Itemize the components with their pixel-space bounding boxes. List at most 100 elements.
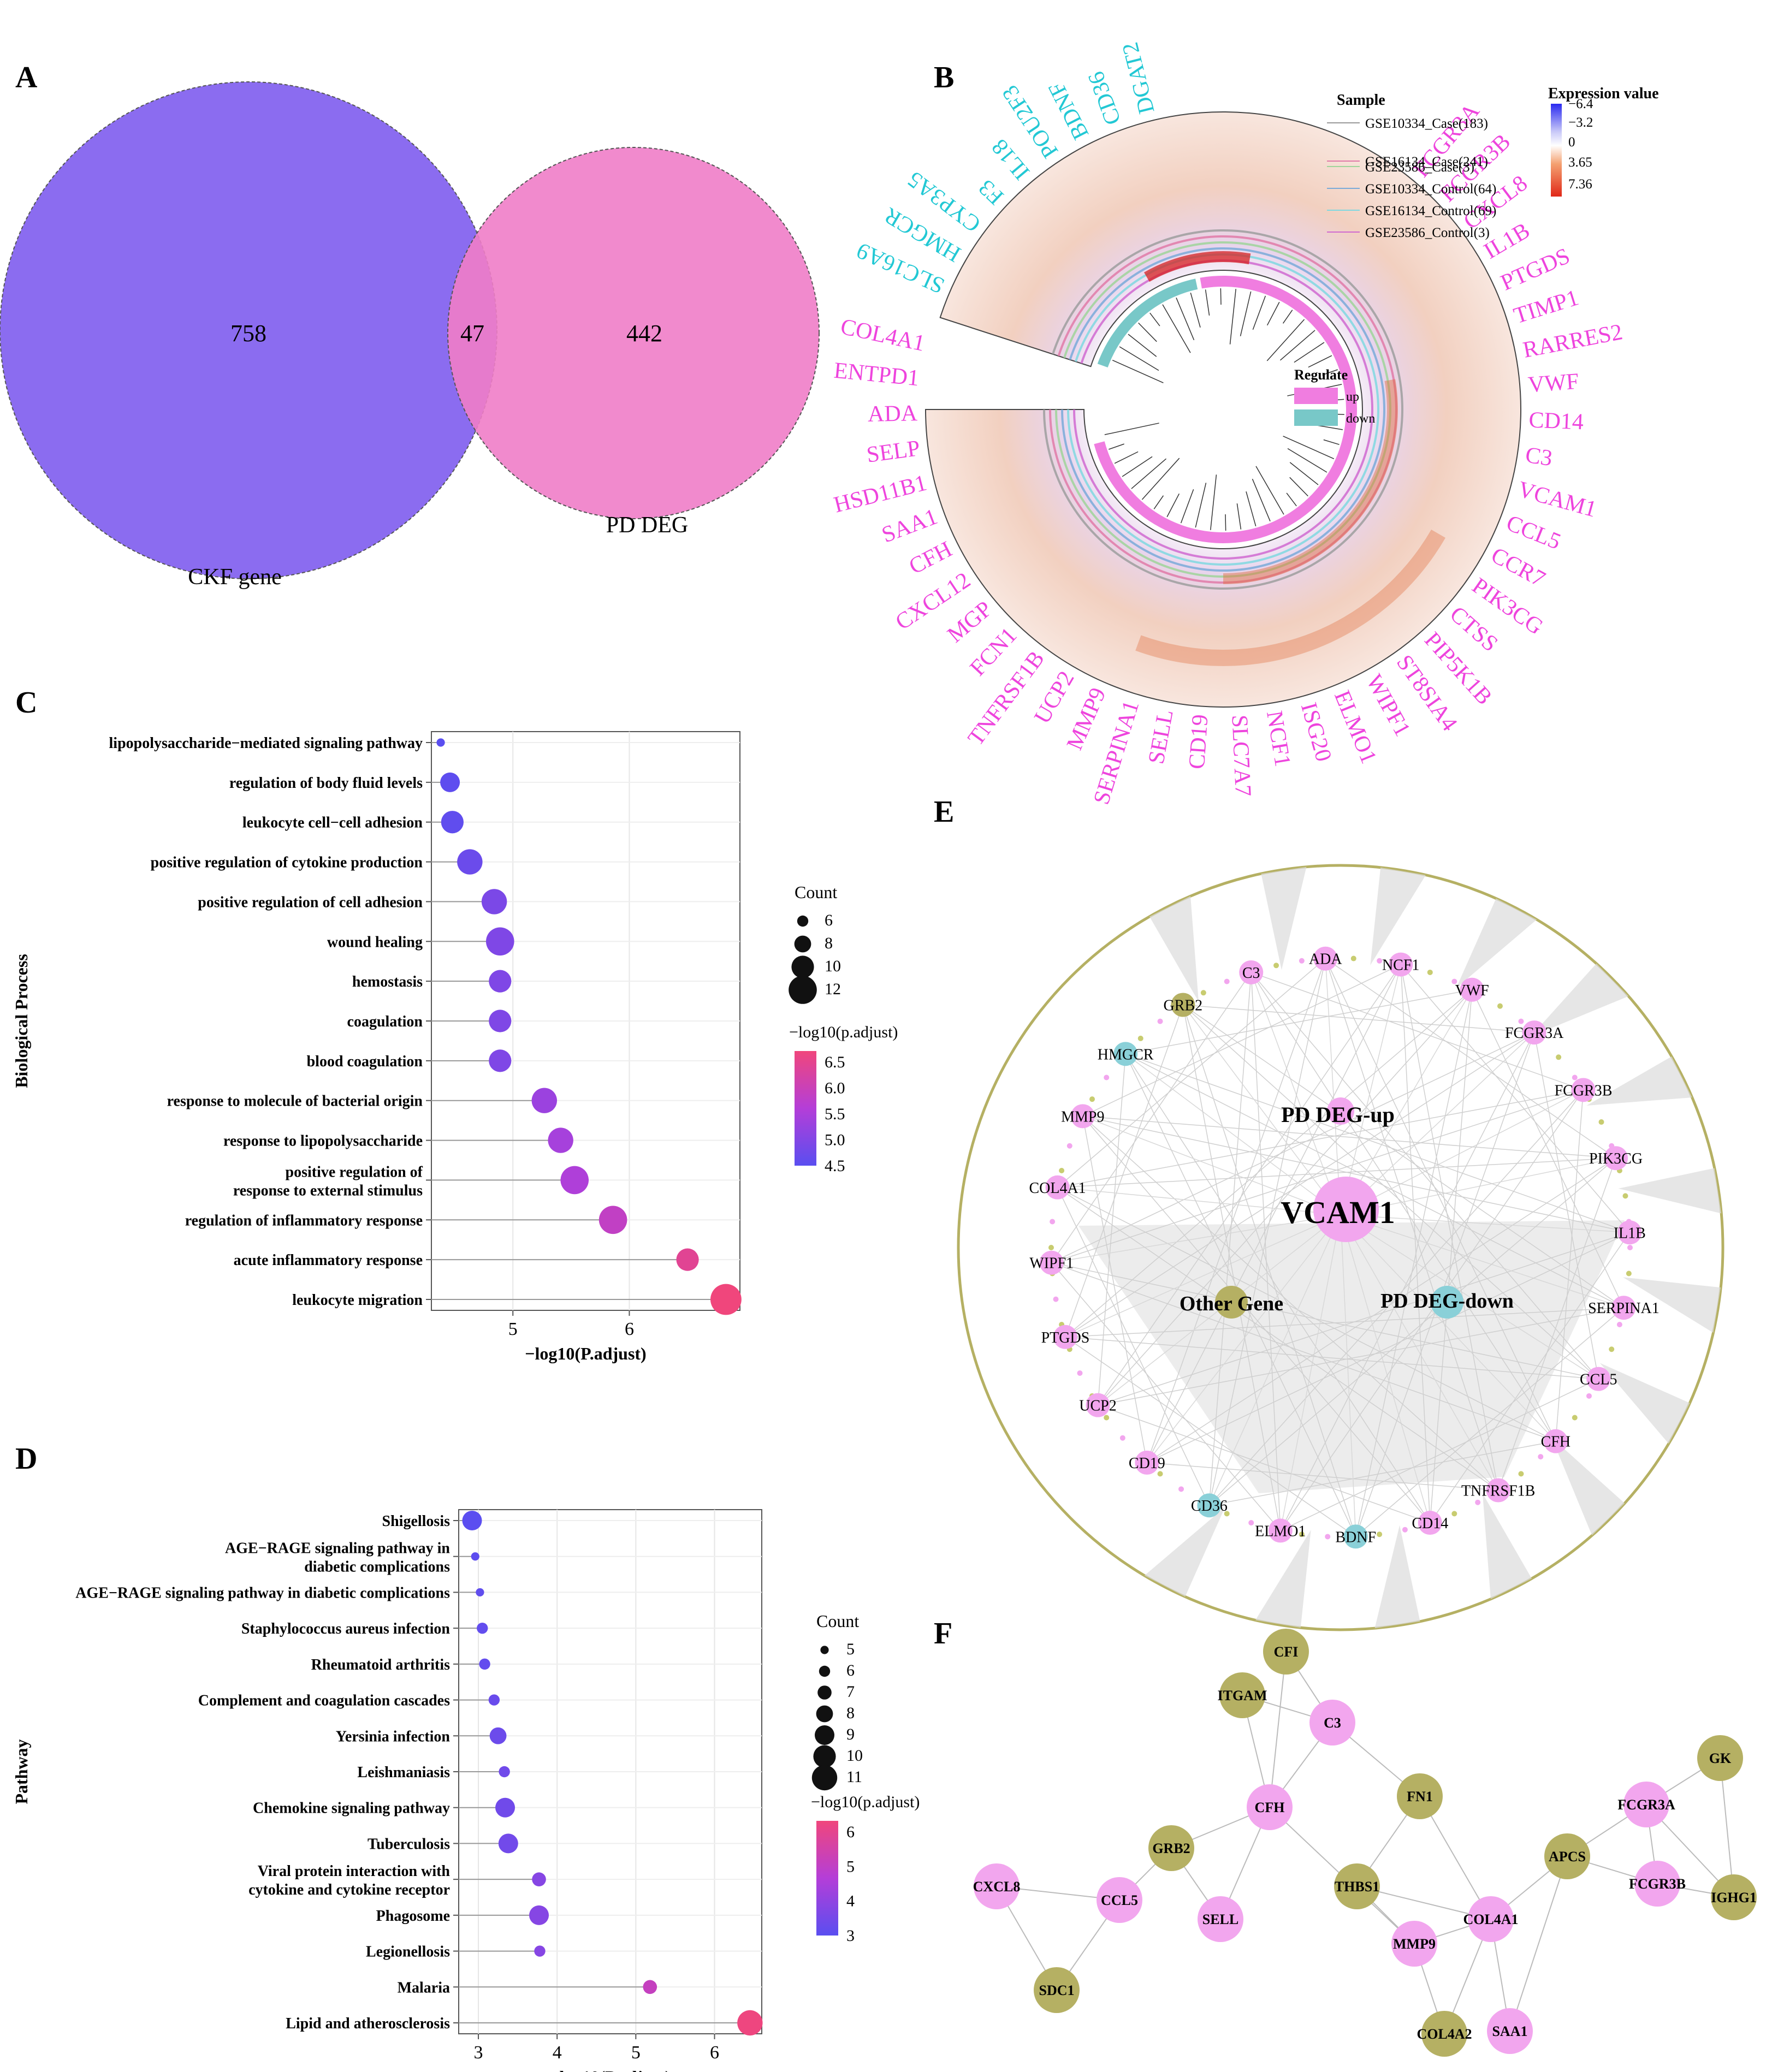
center-label-other: Other Gene bbox=[1180, 1292, 1283, 1315]
dendrogram-branch bbox=[1205, 289, 1210, 316]
network-node-label: NCF1 bbox=[1382, 957, 1419, 974]
edge-fan bbox=[1456, 898, 1537, 988]
size-legend-title: Count bbox=[795, 882, 837, 902]
network-edge bbox=[1125, 989, 1472, 1055]
network-node bbox=[1045, 1175, 1070, 1200]
data-point bbox=[498, 1833, 518, 1854]
size-legend-label: 7 bbox=[846, 1683, 855, 1701]
dendrogram-branch bbox=[1266, 301, 1280, 326]
network-edge bbox=[1051, 1214, 1341, 1263]
network-edge bbox=[1280, 1032, 1535, 1531]
data-point bbox=[476, 1588, 484, 1597]
network-edge bbox=[1057, 1187, 1210, 1506]
ppi-edge bbox=[1269, 1651, 1287, 1808]
dendrogram-branch bbox=[1252, 295, 1266, 330]
edge-fan bbox=[1586, 1056, 1692, 1106]
ppi-edge bbox=[1419, 1796, 1491, 1920]
dendrogram-branch bbox=[1109, 443, 1124, 450]
data-point bbox=[489, 970, 512, 993]
ring-dot bbox=[1377, 958, 1383, 964]
data-point bbox=[548, 1127, 573, 1153]
y-tick-label: Complement and coagulation cascades bbox=[198, 1693, 450, 1709]
expression-legend-title: Expression value bbox=[1548, 85, 1659, 102]
y-tick-label: coagulation bbox=[347, 1013, 423, 1030]
sample-legend-title: Sample bbox=[1337, 92, 1385, 109]
dendrogram-branch bbox=[1289, 462, 1319, 485]
panel-d: D 3 4 5 6 Shigellosis AGE−RAGE signaling path… bbox=[11, 1442, 920, 2072]
network-edge bbox=[1051, 1262, 1556, 1442]
dendrogram-branch bbox=[1166, 493, 1180, 518]
dendrogram-branch bbox=[1283, 436, 1335, 459]
center-label-up: PD DEG-up bbox=[1281, 1102, 1395, 1127]
dendrogram-branch bbox=[1220, 288, 1222, 305]
network-node bbox=[1586, 1367, 1611, 1391]
panel-letter-d: D bbox=[15, 1442, 37, 1476]
center-label-hub: VCAM1 bbox=[1281, 1195, 1395, 1230]
ring-dot bbox=[1224, 978, 1230, 984]
ppi-node bbox=[1334, 1863, 1380, 1909]
network-node bbox=[1239, 960, 1264, 984]
y-axis-label: Biological Process bbox=[11, 954, 31, 1088]
gene-label-up: COL4A1 bbox=[838, 314, 927, 357]
data-point bbox=[534, 1945, 546, 1957]
size-legend-label: 12 bbox=[825, 980, 841, 998]
network-edge bbox=[1146, 964, 1401, 1463]
panel-e: E C3 ADA NCF1 VWF FCGR3A FCGR3B PIK3CG IL1B SERP… bbox=[934, 795, 1724, 1631]
y-axis-label: Pathway bbox=[11, 1739, 31, 1804]
edge-fan bbox=[1144, 1507, 1225, 1597]
regulate-swatch bbox=[1294, 388, 1338, 404]
data-point bbox=[495, 1797, 515, 1818]
gene-label-up: SAA1 bbox=[879, 504, 941, 548]
network-edge bbox=[1057, 1157, 1616, 1188]
network-edge bbox=[1251, 972, 1599, 1380]
sample-legend: Sample GSE10334_Case(183) GSE16134_Case(2… bbox=[1327, 92, 1496, 240]
size-legend-label: 6 bbox=[825, 911, 833, 929]
dendrogram-branch bbox=[1287, 448, 1327, 473]
ring-dot bbox=[1325, 1534, 1331, 1540]
expression-tick: −3.2 bbox=[1568, 115, 1593, 130]
size-legend-label: 11 bbox=[846, 1768, 862, 1786]
ring-dot bbox=[1572, 1415, 1578, 1421]
ring-dot bbox=[1299, 1531, 1305, 1537]
ppi-node bbox=[1421, 2011, 1467, 2057]
ring-dot bbox=[1077, 1370, 1083, 1376]
network-edge bbox=[1251, 972, 1556, 1442]
edge-fan bbox=[1255, 1530, 1311, 1628]
data-point bbox=[710, 1284, 742, 1315]
y-tick-label: leukocyte cell−cell adhesion bbox=[242, 815, 423, 832]
ring-dot bbox=[1157, 1018, 1163, 1024]
gene-label-down: DGAT2 bbox=[1118, 40, 1160, 116]
gene-label-down: F3 bbox=[974, 175, 1009, 210]
network-node bbox=[1418, 1511, 1442, 1535]
network-edge bbox=[1125, 1053, 1630, 1233]
color-legend-label: 5 bbox=[846, 1857, 855, 1875]
data-point bbox=[471, 1552, 479, 1561]
ppi-node bbox=[1309, 1700, 1355, 1746]
ring-dot bbox=[1089, 1096, 1095, 1102]
color-legend-label: 4.5 bbox=[825, 1157, 845, 1175]
network-node-label: TNFRSF1B bbox=[1461, 1482, 1535, 1499]
up-node bbox=[1327, 1097, 1354, 1125]
y-tick-label: Legionellosis bbox=[366, 1944, 450, 1961]
network-edge bbox=[1147, 1232, 1630, 1463]
network-edge bbox=[1182, 1005, 1281, 1531]
network-edge bbox=[1098, 1232, 1630, 1406]
size-legend-dot bbox=[791, 955, 814, 978]
data-point bbox=[560, 1166, 589, 1195]
y-tick-label: Rheumatoid arthritis bbox=[311, 1657, 450, 1673]
network-edge bbox=[1430, 989, 1473, 1523]
y-tick-label: positive regulation of cell adhesion bbox=[198, 894, 423, 911]
network-edge bbox=[1325, 958, 1499, 1491]
network-edge bbox=[1208, 972, 1252, 1506]
color-legend-title: −log10(p.adjust) bbox=[811, 1793, 920, 1811]
network-node-label: CFH bbox=[1541, 1434, 1570, 1451]
ring-dot bbox=[1273, 963, 1279, 969]
dendrogram-branch bbox=[1131, 458, 1167, 489]
gene-label-up: VWF bbox=[1527, 369, 1580, 398]
network-edge bbox=[1057, 1187, 1341, 1215]
network-edge bbox=[1098, 1307, 1624, 1406]
network-edge bbox=[1340, 1214, 1556, 1442]
network-node-label: SERPINA1 bbox=[1588, 1300, 1660, 1317]
network-edge bbox=[1147, 1462, 1498, 1491]
panel-b: B DGAT2CD36BDNFPOU2F3IL18F3CYP3A5HMGCRSL… bbox=[831, 40, 1658, 808]
